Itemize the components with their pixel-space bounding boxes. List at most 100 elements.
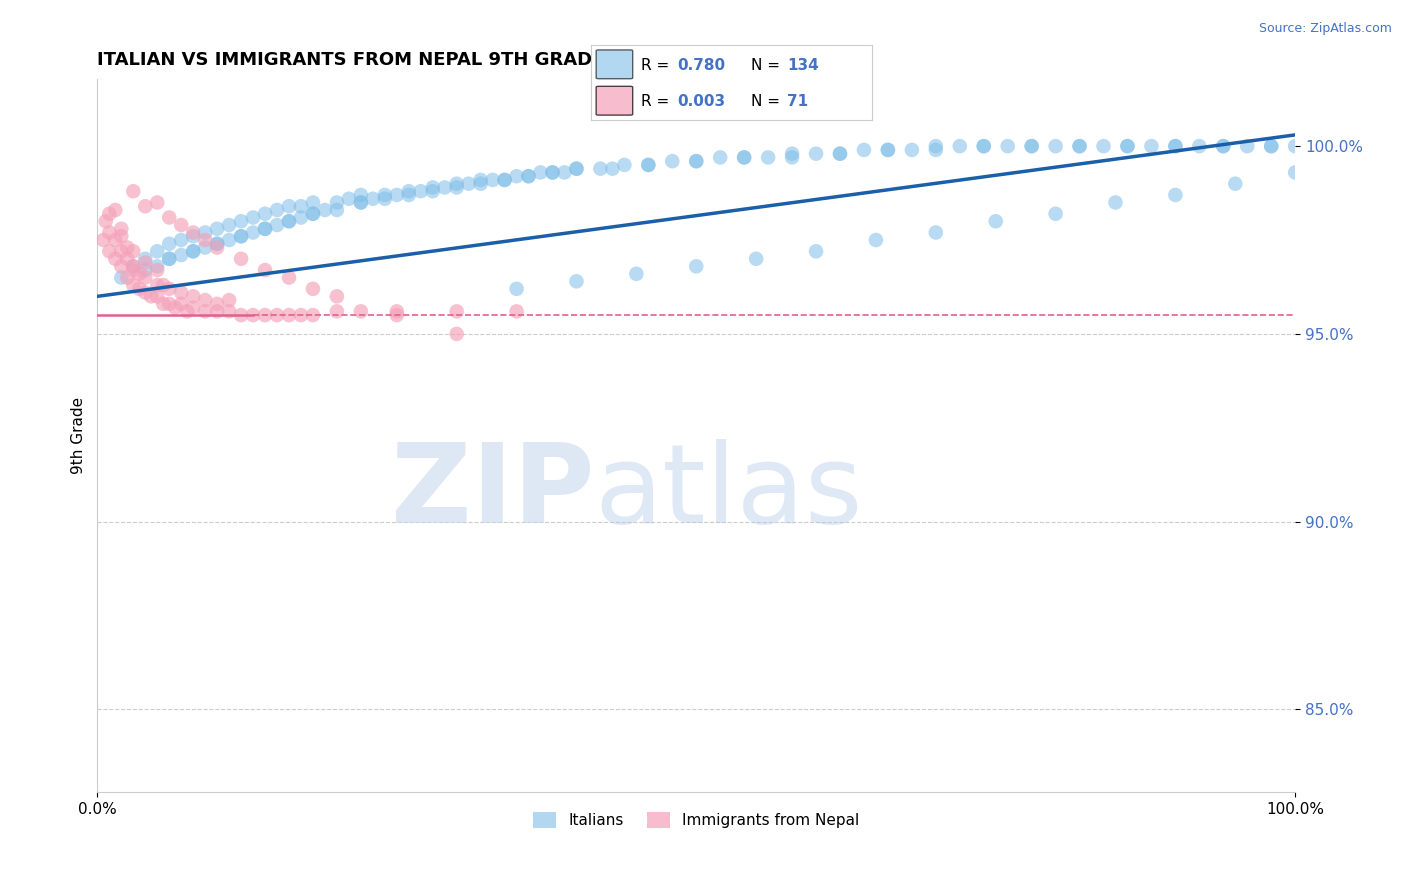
Point [254,221,277,235]
Point [94,214,117,228]
Point [242,308,264,322]
Point [637,158,659,172]
Text: 71: 71 [787,94,808,109]
Point [229,229,252,244]
Point [122,263,145,277]
Point [517,169,540,184]
Point [104,202,127,217]
Point [170,297,193,311]
Point [1260,139,1282,153]
Point [1069,139,1091,153]
Point [1164,139,1187,153]
Point [505,169,527,184]
Point [1104,195,1126,210]
Point [949,139,972,153]
Point [181,289,204,303]
Point [326,289,349,303]
Point [278,308,301,322]
Point [1045,139,1067,153]
Point [122,260,145,274]
Point [361,192,384,206]
Point [494,173,516,187]
Point [302,207,325,221]
Point [326,304,349,318]
Text: N =: N = [751,94,790,109]
Point [134,285,156,300]
Point [218,293,240,307]
Point [181,244,204,259]
Point [254,263,277,277]
Point [205,236,228,251]
Point [110,270,132,285]
Point [134,252,156,266]
Point [1164,139,1187,153]
Point [529,165,551,179]
Point [505,304,527,318]
Point [997,139,1019,153]
Point [446,304,468,318]
Point [1045,207,1067,221]
Point [685,154,707,169]
Point [134,270,156,285]
Point [494,173,516,187]
Point [385,308,408,322]
Point [385,304,408,318]
Point [194,293,217,307]
Point [1069,139,1091,153]
Point [146,244,169,259]
Point [804,146,827,161]
Point [266,202,288,217]
Point [925,143,948,157]
Point [828,146,851,161]
Point [733,150,755,164]
Point [134,255,156,269]
Point [146,278,169,293]
Point [745,252,768,266]
Point [925,226,948,240]
Point [385,188,408,202]
Point [98,244,121,259]
Point [302,195,325,210]
Point [117,270,139,285]
Text: R =: R = [641,58,675,72]
Point [374,192,396,206]
Point [1260,139,1282,153]
Point [637,158,659,172]
Point [290,199,312,213]
Point [302,308,325,322]
Point [1021,139,1043,153]
Point [685,260,707,274]
Point [1140,139,1163,153]
Point [117,252,139,266]
Point [828,146,851,161]
Point [91,233,114,247]
Point [98,207,121,221]
Point [565,161,588,176]
Point [157,236,180,251]
Point [901,143,924,157]
Point [374,188,396,202]
Point [242,226,264,240]
Text: 134: 134 [787,58,820,72]
Point [194,226,217,240]
Point [218,233,240,247]
Point [398,184,420,198]
Point [152,278,174,293]
Point [181,301,204,315]
Point [422,184,444,198]
Point [122,260,145,274]
Text: Source: ZipAtlas.com: Source: ZipAtlas.com [1258,22,1392,36]
Text: atlas: atlas [595,439,863,546]
Point [141,289,163,303]
Point [733,150,755,164]
Text: R =: R = [641,94,675,109]
Point [229,214,252,228]
Point [780,150,803,164]
Point [205,236,228,251]
Point [152,297,174,311]
Point [409,184,432,198]
Point [194,304,217,318]
Point [181,229,204,244]
Point [1212,139,1234,153]
Point [756,150,779,164]
